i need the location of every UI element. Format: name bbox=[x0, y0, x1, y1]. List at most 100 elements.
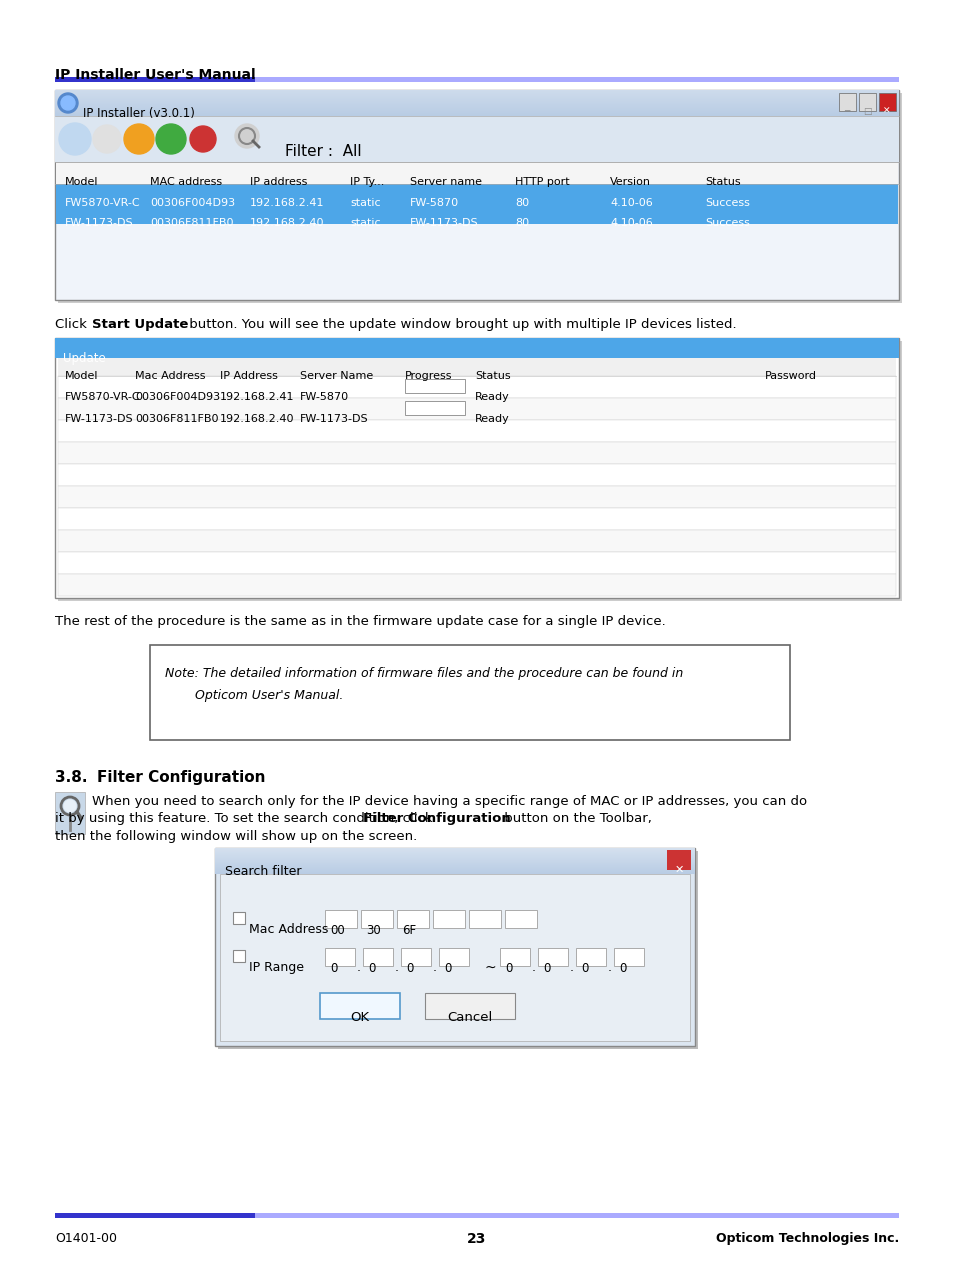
Bar bbox=[55, 116, 898, 163]
Text: Model: Model bbox=[65, 177, 98, 187]
Text: IP Installer User's Manual: IP Installer User's Manual bbox=[55, 69, 255, 83]
Text: FW-1173-DS: FW-1173-DS bbox=[65, 414, 133, 424]
Bar bbox=[233, 950, 245, 961]
Text: IP Installer (v3.0.1): IP Installer (v3.0.1) bbox=[83, 107, 194, 119]
Text: Update: Update bbox=[63, 352, 106, 364]
Text: Ready: Ready bbox=[475, 392, 509, 403]
Bar bbox=[405, 401, 464, 415]
Text: button. You will see the update window brought up with multiple IP devices liste: button. You will see the update window b… bbox=[185, 318, 736, 331]
Text: When you need to search only for the IP device having a specific range of MAC or: When you need to search only for the IP … bbox=[91, 795, 806, 808]
Text: 3.8.: 3.8. bbox=[55, 770, 88, 785]
Text: FW5870-VR-C: FW5870-VR-C bbox=[65, 392, 140, 403]
Text: FW-5870: FW-5870 bbox=[410, 198, 458, 208]
Text: IP Ty...: IP Ty... bbox=[350, 177, 384, 187]
Text: .: . bbox=[532, 961, 536, 974]
Text: Ready: Ready bbox=[475, 414, 509, 424]
Bar bbox=[254, 77, 898, 83]
Text: 00306F811FB0: 00306F811FB0 bbox=[135, 414, 218, 424]
Bar bbox=[537, 947, 567, 966]
Text: 00306F811FB0: 00306F811FB0 bbox=[150, 218, 233, 229]
Text: static: static bbox=[350, 218, 380, 229]
Bar bbox=[325, 911, 356, 928]
Bar bbox=[58, 398, 895, 420]
Bar bbox=[58, 464, 895, 486]
Text: ─: ─ bbox=[843, 107, 849, 116]
Text: FW-1173-DS: FW-1173-DS bbox=[299, 414, 368, 424]
Bar bbox=[55, 1213, 254, 1218]
Bar bbox=[55, 77, 254, 83]
Text: The rest of the procedure is the same as in the firmware update case for a singl: The rest of the procedure is the same as… bbox=[55, 615, 665, 627]
Text: 00: 00 bbox=[330, 925, 344, 937]
Circle shape bbox=[58, 93, 78, 113]
Bar bbox=[58, 420, 895, 442]
Text: 30: 30 bbox=[366, 925, 380, 937]
Text: Start Update: Start Update bbox=[91, 318, 188, 331]
Text: it by using this feature. To set the search condition, click: it by using this feature. To set the sea… bbox=[55, 812, 436, 826]
Bar bbox=[58, 358, 895, 376]
Text: 0: 0 bbox=[406, 961, 413, 975]
Bar bbox=[58, 376, 895, 398]
Text: Success: Success bbox=[704, 218, 749, 229]
Text: 4.10-06: 4.10-06 bbox=[609, 218, 652, 229]
Text: .: . bbox=[569, 961, 574, 974]
Text: 0: 0 bbox=[443, 961, 451, 975]
Text: FW-1173-DS: FW-1173-DS bbox=[410, 218, 478, 229]
Text: Version: Version bbox=[609, 177, 650, 187]
Text: 4.10-06: 4.10-06 bbox=[609, 198, 652, 208]
Text: Server Name: Server Name bbox=[299, 371, 373, 381]
Text: Filter Configuration: Filter Configuration bbox=[97, 770, 265, 785]
Bar bbox=[58, 442, 895, 464]
Text: Success: Success bbox=[704, 198, 749, 208]
Text: .: . bbox=[433, 961, 436, 974]
Text: 6F: 6F bbox=[401, 925, 416, 937]
Bar bbox=[56, 163, 897, 184]
Text: IP address: IP address bbox=[250, 177, 307, 187]
Text: IP Address: IP Address bbox=[220, 371, 277, 381]
Text: 0: 0 bbox=[330, 961, 337, 975]
Bar bbox=[55, 90, 898, 116]
Circle shape bbox=[92, 124, 121, 152]
Bar bbox=[58, 93, 901, 304]
Bar bbox=[878, 93, 895, 110]
Bar bbox=[469, 911, 500, 928]
Bar bbox=[614, 947, 643, 966]
Bar bbox=[58, 530, 895, 552]
Text: 0: 0 bbox=[368, 961, 375, 975]
Bar bbox=[150, 645, 789, 740]
Text: FW5870-VR-C: FW5870-VR-C bbox=[65, 198, 140, 208]
Bar bbox=[499, 947, 530, 966]
Text: Mac Address: Mac Address bbox=[135, 371, 205, 381]
Bar bbox=[858, 93, 875, 110]
Text: 192.168.2.41: 192.168.2.41 bbox=[250, 198, 324, 208]
Text: IP Range: IP Range bbox=[249, 961, 304, 974]
Bar bbox=[56, 184, 897, 204]
Text: O1401-00: O1401-00 bbox=[55, 1232, 117, 1245]
Text: HTTP port: HTTP port bbox=[515, 177, 569, 187]
Bar bbox=[360, 911, 393, 928]
Text: ✕: ✕ bbox=[674, 865, 683, 875]
Text: .: . bbox=[607, 961, 612, 974]
Bar bbox=[363, 947, 393, 966]
Bar bbox=[58, 486, 895, 508]
Circle shape bbox=[64, 800, 76, 812]
Text: 0: 0 bbox=[504, 961, 512, 975]
Bar bbox=[666, 850, 690, 870]
Text: Status: Status bbox=[475, 371, 510, 381]
Text: Password: Password bbox=[764, 371, 816, 381]
Text: 80: 80 bbox=[515, 218, 529, 229]
Text: □: □ bbox=[862, 107, 870, 116]
Bar bbox=[254, 1213, 898, 1218]
Text: Model: Model bbox=[65, 371, 98, 381]
Bar bbox=[218, 851, 698, 1049]
Text: .: . bbox=[395, 961, 398, 974]
Circle shape bbox=[61, 97, 75, 110]
Bar bbox=[405, 378, 464, 392]
Text: 00306F004D93: 00306F004D93 bbox=[150, 198, 234, 208]
Text: Cancel: Cancel bbox=[447, 1011, 492, 1024]
Text: Opticom Technologies Inc.: Opticom Technologies Inc. bbox=[715, 1232, 898, 1245]
Text: 23: 23 bbox=[467, 1232, 486, 1246]
Bar bbox=[55, 338, 898, 358]
Bar bbox=[325, 947, 355, 966]
Text: OK: OK bbox=[350, 1011, 369, 1024]
Text: 0: 0 bbox=[580, 961, 588, 975]
